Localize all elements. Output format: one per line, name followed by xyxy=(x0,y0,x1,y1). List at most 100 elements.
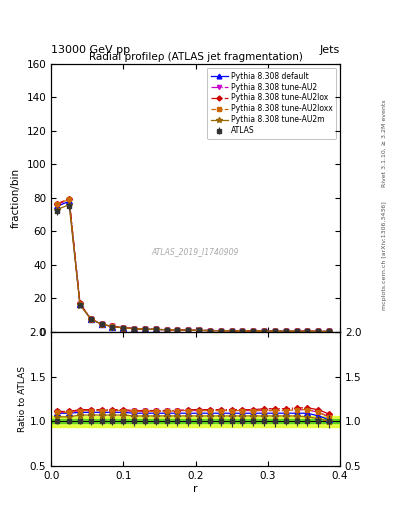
Pythia 8.308 tune-AU2m xyxy=(121,325,126,331)
Pythia 8.308 tune-AU2loxx xyxy=(175,327,180,333)
Pythia 8.308 tune-AU2loxx xyxy=(283,328,288,334)
Pythia 8.308 tune-AU2lox xyxy=(229,328,234,334)
Pythia 8.308 tune-AU2lox xyxy=(143,326,147,332)
Pythia 8.308 default xyxy=(186,327,191,333)
Pythia 8.308 tune-AU2loxx xyxy=(99,321,104,327)
Text: 13000 GeV pp: 13000 GeV pp xyxy=(51,45,130,55)
Pythia 8.308 tune-AU2 xyxy=(208,328,212,334)
Pythia 8.308 tune-AU2loxx xyxy=(240,328,245,334)
Pythia 8.308 tune-AU2 xyxy=(88,316,93,322)
Pythia 8.308 tune-AU2 xyxy=(121,325,126,331)
Pythia 8.308 tune-AU2m xyxy=(283,328,288,334)
Line: Pythia 8.308 tune-AU2lox: Pythia 8.308 tune-AU2lox xyxy=(55,197,331,333)
Pythia 8.308 tune-AU2m xyxy=(327,328,331,334)
Pythia 8.308 tune-AU2m xyxy=(67,202,72,208)
Pythia 8.308 default xyxy=(132,326,136,332)
Title: Radial profileρ (ATLAS jet fragmentation): Radial profileρ (ATLAS jet fragmentation… xyxy=(88,52,303,62)
Pythia 8.308 tune-AU2m xyxy=(294,328,299,334)
Pythia 8.308 tune-AU2loxx xyxy=(229,328,234,334)
Pythia 8.308 tune-AU2 xyxy=(240,328,245,334)
Pythia 8.308 tune-AU2m xyxy=(240,328,245,334)
Text: mcplots.cern.ch [arXiv:1306.3436]: mcplots.cern.ch [arXiv:1306.3436] xyxy=(382,202,387,310)
Pythia 8.308 tune-AU2loxx xyxy=(327,328,331,334)
Pythia 8.308 default xyxy=(153,326,158,332)
Pythia 8.308 default xyxy=(240,328,245,334)
Pythia 8.308 tune-AU2loxx xyxy=(208,328,212,334)
Pythia 8.308 tune-AU2lox xyxy=(283,328,288,334)
Pythia 8.308 tune-AU2loxx xyxy=(186,327,191,333)
Pythia 8.308 tune-AU2lox xyxy=(78,301,83,307)
Pythia 8.308 default xyxy=(208,328,212,334)
Pythia 8.308 tune-AU2 xyxy=(219,328,223,334)
Pythia 8.308 tune-AU2lox xyxy=(153,326,158,332)
Pythia 8.308 tune-AU2lox xyxy=(55,201,59,207)
Pythia 8.308 tune-AU2loxx xyxy=(55,201,59,207)
Pythia 8.308 tune-AU2m xyxy=(55,207,59,213)
Text: ATLAS_2019_I1740909: ATLAS_2019_I1740909 xyxy=(152,247,239,256)
Pythia 8.308 tune-AU2lox xyxy=(327,328,331,334)
Pythia 8.308 tune-AU2loxx xyxy=(88,316,93,322)
Pythia 8.308 tune-AU2lox xyxy=(294,328,299,334)
Pythia 8.308 tune-AU2lox xyxy=(110,324,115,330)
Pythia 8.308 tune-AU2 xyxy=(78,301,83,307)
Pythia 8.308 tune-AU2m xyxy=(273,328,277,334)
Pythia 8.308 tune-AU2m xyxy=(175,327,180,333)
Pythia 8.308 tune-AU2loxx xyxy=(78,301,83,307)
Pythia 8.308 tune-AU2loxx xyxy=(262,328,266,334)
Pythia 8.308 default xyxy=(262,328,266,334)
Pythia 8.308 tune-AU2lox xyxy=(208,328,212,334)
Pythia 8.308 tune-AU2m xyxy=(262,328,266,334)
Y-axis label: fraction/bin: fraction/bin xyxy=(11,168,21,228)
Pythia 8.308 default xyxy=(88,316,93,322)
Pythia 8.308 tune-AU2lox xyxy=(305,328,310,334)
Pythia 8.308 tune-AU2m xyxy=(186,327,191,333)
Line: Pythia 8.308 tune-AU2loxx: Pythia 8.308 tune-AU2loxx xyxy=(55,197,331,333)
Pythia 8.308 tune-AU2m xyxy=(305,328,310,334)
Pythia 8.308 default xyxy=(175,327,180,333)
Pythia 8.308 tune-AU2 xyxy=(175,327,180,333)
Pythia 8.308 tune-AU2m xyxy=(229,328,234,334)
Pythia 8.308 default xyxy=(67,198,72,204)
Pythia 8.308 tune-AU2m xyxy=(219,328,223,334)
Pythia 8.308 default xyxy=(99,321,104,327)
Y-axis label: Ratio to ATLAS: Ratio to ATLAS xyxy=(18,366,27,432)
Pythia 8.308 tune-AU2 xyxy=(99,321,104,327)
Pythia 8.308 tune-AU2lox xyxy=(121,325,126,331)
Pythia 8.308 tune-AU2m xyxy=(208,328,212,334)
Pythia 8.308 tune-AU2lox xyxy=(175,327,180,333)
Text: Rivet 3.1.10, ≥ 3.2M events: Rivet 3.1.10, ≥ 3.2M events xyxy=(382,99,387,187)
Pythia 8.308 tune-AU2 xyxy=(164,327,169,333)
Pythia 8.308 tune-AU2 xyxy=(132,326,136,332)
Pythia 8.308 tune-AU2loxx xyxy=(153,326,158,332)
Pythia 8.308 tune-AU2 xyxy=(197,327,202,333)
Pythia 8.308 default xyxy=(197,327,202,333)
Pythia 8.308 tune-AU2loxx xyxy=(110,324,115,330)
Line: Pythia 8.308 default: Pythia 8.308 default xyxy=(54,199,332,334)
Line: Pythia 8.308 tune-AU2: Pythia 8.308 tune-AU2 xyxy=(55,197,332,334)
Pythia 8.308 tune-AU2m xyxy=(110,324,115,330)
Pythia 8.308 tune-AU2lox xyxy=(251,328,256,334)
Pythia 8.308 tune-AU2 xyxy=(273,328,277,334)
Text: Jets: Jets xyxy=(320,45,340,55)
Pythia 8.308 tune-AU2 xyxy=(305,328,310,334)
Pythia 8.308 tune-AU2loxx xyxy=(67,196,72,202)
Pythia 8.308 tune-AU2lox xyxy=(99,321,104,327)
Pythia 8.308 tune-AU2loxx xyxy=(251,328,256,334)
Pythia 8.308 tune-AU2m xyxy=(78,302,83,308)
Pythia 8.308 tune-AU2m xyxy=(132,326,136,332)
Pythia 8.308 tune-AU2 xyxy=(229,328,234,334)
Pythia 8.308 tune-AU2lox xyxy=(186,327,191,333)
Pythia 8.308 default xyxy=(110,324,115,330)
Pythia 8.308 default xyxy=(55,203,59,209)
Legend: Pythia 8.308 default, Pythia 8.308 tune-AU2, Pythia 8.308 tune-AU2lox, Pythia 8.: Pythia 8.308 default, Pythia 8.308 tune-… xyxy=(207,68,336,139)
Pythia 8.308 default xyxy=(219,328,223,334)
Line: Pythia 8.308 tune-AU2m: Pythia 8.308 tune-AU2m xyxy=(54,202,332,335)
Pythia 8.308 tune-AU2 xyxy=(283,328,288,334)
Pythia 8.308 tune-AU2lox xyxy=(219,328,223,334)
Pythia 8.308 default xyxy=(143,326,147,332)
Pythia 8.308 tune-AU2 xyxy=(262,328,266,334)
Pythia 8.308 tune-AU2m xyxy=(316,328,321,334)
Pythia 8.308 default xyxy=(78,301,83,307)
Pythia 8.308 tune-AU2loxx xyxy=(197,327,202,333)
Pythia 8.308 default xyxy=(273,328,277,334)
